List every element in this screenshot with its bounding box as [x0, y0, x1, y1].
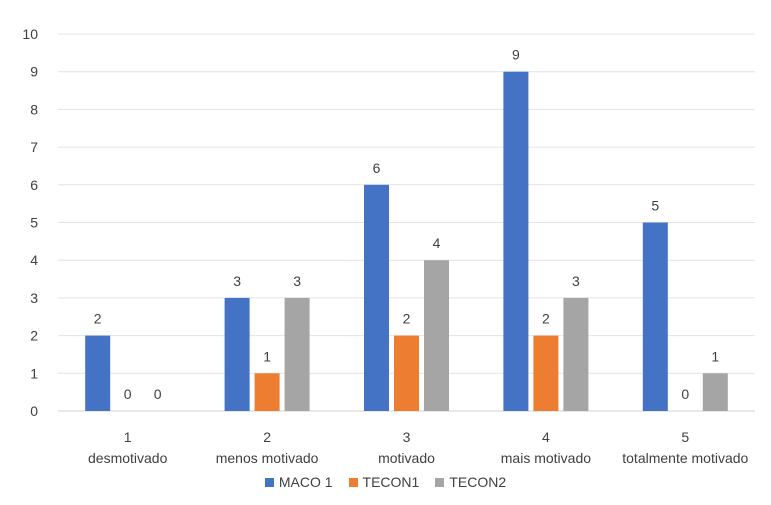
bar: [394, 335, 419, 411]
bar: [563, 297, 589, 411]
legend-label: TECON1: [362, 474, 420, 490]
data-label: 1: [711, 348, 719, 364]
data-label: 2: [542, 311, 550, 327]
y-tick-label: 0: [30, 403, 38, 419]
data-label: 1: [263, 348, 271, 364]
data-label: 6: [373, 160, 381, 176]
data-label: 3: [572, 273, 580, 289]
y-tick-label: 9: [30, 64, 38, 80]
bar: [424, 260, 449, 411]
y-tick-label: 7: [30, 139, 38, 155]
y-tick-label: 6: [30, 177, 38, 193]
data-label: 3: [233, 273, 241, 289]
data-label: 0: [154, 386, 162, 402]
x-tick-label-number: 5: [681, 429, 689, 445]
y-tick-label: 8: [30, 101, 38, 117]
y-tick-label: 5: [30, 215, 38, 231]
legend-swatch: [264, 477, 274, 487]
y-tick-label: 1: [30, 365, 38, 381]
legend-swatch: [435, 477, 445, 487]
bar: [702, 373, 728, 411]
x-tick-label-number: 2: [263, 429, 271, 445]
data-label: 4: [433, 235, 441, 251]
bar: [503, 71, 529, 411]
bar: [224, 297, 250, 411]
bar: [364, 184, 389, 411]
legend-label: TECON2: [449, 474, 507, 490]
x-tick-label-text: menos motivado: [216, 450, 319, 466]
legend-label: MACO 1: [278, 474, 333, 490]
x-tick-label-number: 1: [124, 429, 132, 445]
legend: MACO 1 TECON1 TECON2: [0, 474, 771, 490]
y-tick-label: 4: [30, 252, 38, 268]
x-tick-label-text: mais motivado: [501, 450, 591, 466]
x-tick-label-text: desmotivado: [88, 450, 168, 466]
legend-item: TECON1: [348, 474, 420, 490]
data-label: 0: [124, 386, 132, 402]
data-label: 5: [651, 198, 659, 214]
bar: [642, 222, 668, 411]
legend-item: MACO 1: [264, 474, 333, 490]
bar: [284, 297, 310, 411]
bar: [85, 335, 111, 411]
x-tick-label-number: 3: [403, 429, 411, 445]
y-tick-label: 3: [30, 290, 38, 306]
x-tick-label-text: motivado: [378, 450, 435, 466]
data-label: 9: [512, 47, 520, 63]
data-label: 2: [403, 311, 411, 327]
bar: [254, 373, 280, 411]
data-label: 0: [681, 386, 689, 402]
legend-item: TECON2: [435, 474, 506, 490]
x-tick-label-number: 4: [542, 429, 550, 445]
data-label: 2: [94, 311, 102, 327]
y-tick-label: 2: [30, 328, 38, 344]
legend-swatch: [348, 477, 358, 487]
bar: [533, 335, 559, 411]
data-label: 3: [293, 273, 301, 289]
y-tick-label: 10: [22, 26, 38, 42]
x-tick-label-text: totalmente motivado: [622, 450, 748, 466]
